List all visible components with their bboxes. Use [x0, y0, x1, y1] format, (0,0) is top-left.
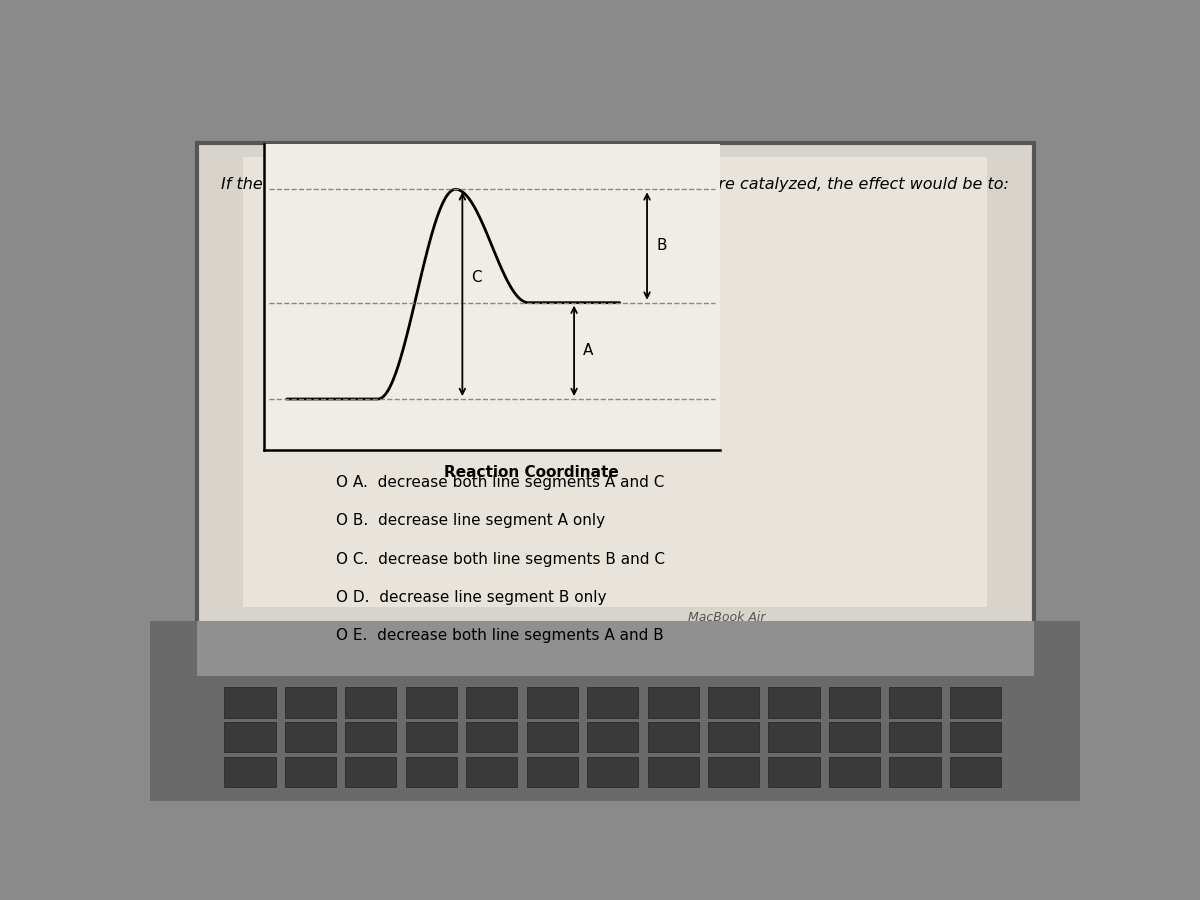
Text: O E.  decrease both line segments A and B: O E. decrease both line segments A and B	[336, 628, 664, 643]
Bar	[648, 757, 698, 788]
Bar	[284, 722, 336, 752]
Bar	[150, 621, 1080, 801]
Bar	[587, 688, 638, 718]
Bar	[950, 757, 1001, 788]
Bar	[467, 722, 517, 752]
Bar	[346, 722, 396, 752]
Bar	[224, 688, 276, 718]
Bar	[708, 722, 760, 752]
Bar	[768, 688, 820, 718]
Bar	[889, 688, 941, 718]
Text: O A.  decrease both line segments A and C: O A. decrease both line segments A and C	[336, 475, 665, 491]
Bar	[829, 757, 880, 788]
Bar	[768, 722, 820, 752]
Bar	[527, 757, 578, 788]
Bar	[950, 722, 1001, 752]
Bar	[587, 757, 638, 788]
Bar	[587, 722, 638, 752]
Bar	[224, 722, 276, 752]
Bar	[889, 757, 941, 788]
Bar	[197, 621, 1033, 676]
Bar	[406, 688, 457, 718]
Bar	[829, 722, 880, 752]
Bar	[889, 722, 941, 752]
Bar	[829, 688, 880, 718]
Text: O C.  decrease both line segments B and C: O C. decrease both line segments B and C	[336, 552, 665, 566]
Bar	[768, 757, 820, 788]
Text: B: B	[656, 238, 667, 254]
Bar	[224, 757, 276, 788]
Bar	[527, 688, 578, 718]
Bar	[242, 157, 986, 607]
Bar	[648, 688, 698, 718]
Bar	[950, 688, 1001, 718]
Bar	[346, 688, 396, 718]
Text: Potential energy (kJ): Potential energy (kJ)	[314, 266, 330, 415]
Text: A: A	[583, 343, 594, 358]
Bar	[284, 757, 336, 788]
Text: If the reaction with the following potential energy diagram were catalyzed, the : If the reaction with the following poten…	[221, 177, 1009, 193]
Bar	[406, 722, 457, 752]
Text: C: C	[472, 270, 482, 285]
Text: O B.  decrease line segment A only: O B. decrease line segment A only	[336, 513, 605, 528]
Bar	[346, 757, 396, 788]
Bar	[467, 757, 517, 788]
Bar	[708, 688, 760, 718]
Text: O D.  decrease line segment B only: O D. decrease line segment B only	[336, 590, 606, 605]
Bar	[708, 757, 760, 788]
Bar	[648, 722, 698, 752]
Bar	[527, 722, 578, 752]
Bar	[197, 143, 1033, 628]
Text: Reaction Coordinate: Reaction Coordinate	[444, 465, 619, 480]
Text: MacBook Air: MacBook Air	[688, 611, 766, 624]
Bar	[406, 757, 457, 788]
Bar	[284, 688, 336, 718]
Bar	[467, 688, 517, 718]
